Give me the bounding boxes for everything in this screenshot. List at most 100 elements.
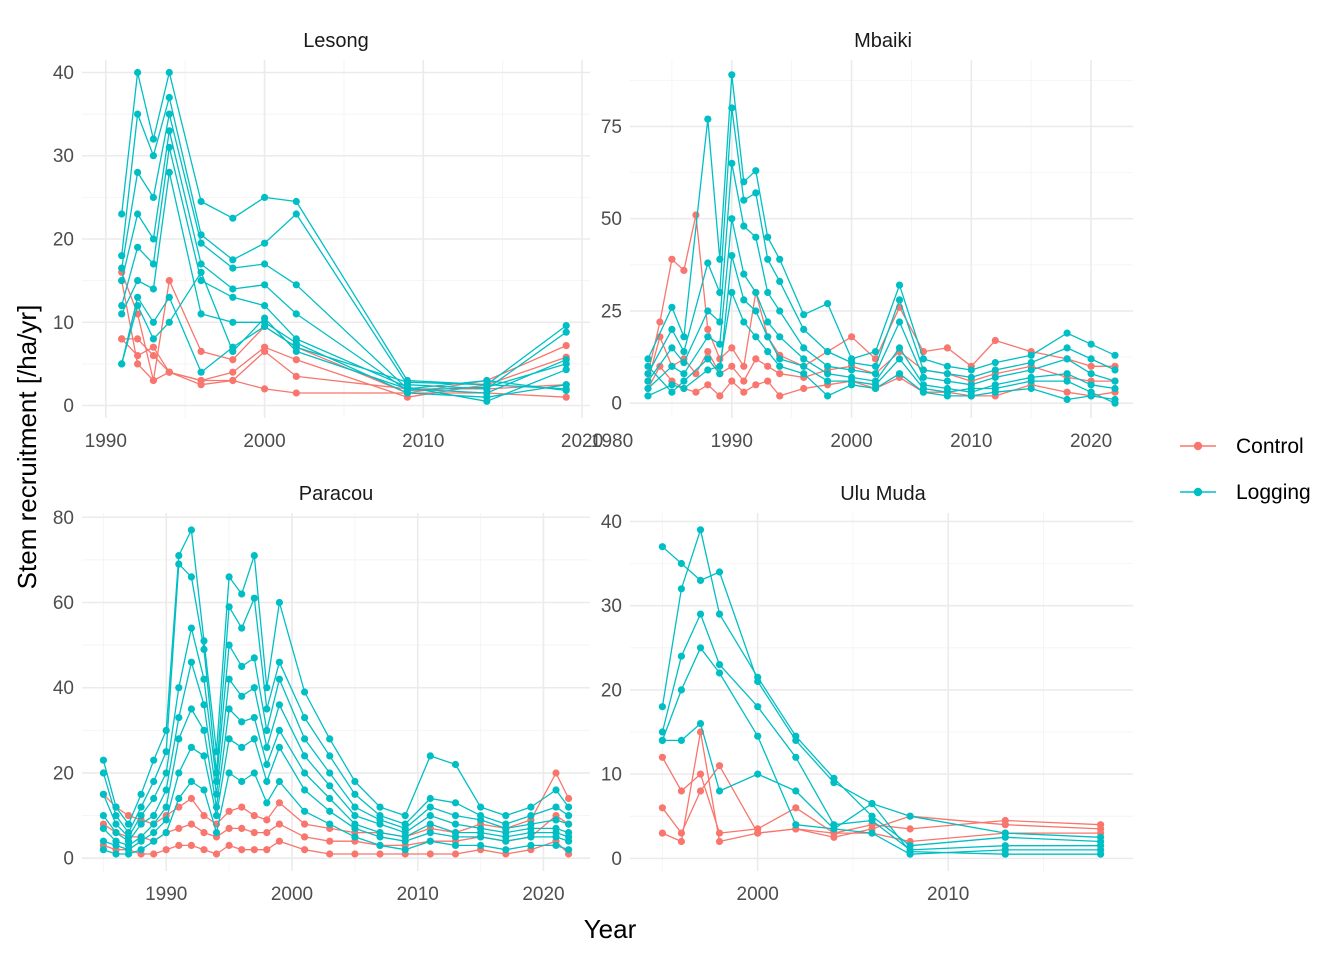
data-point xyxy=(565,837,573,845)
data-point xyxy=(165,127,173,135)
data-point xyxy=(740,296,748,304)
data-point xyxy=(165,293,173,301)
series-line xyxy=(103,840,570,855)
data-point xyxy=(351,850,359,858)
data-point xyxy=(197,197,205,206)
data-point xyxy=(149,376,157,385)
data-point xyxy=(292,347,300,355)
data-point xyxy=(149,235,157,243)
data-point xyxy=(275,820,283,828)
x-tick-label: 2000 xyxy=(243,431,285,452)
gridlines-mbaiki xyxy=(630,60,1133,418)
data-point xyxy=(658,804,667,812)
data-point xyxy=(99,837,107,845)
data-point xyxy=(225,769,233,777)
y-tick-label: 30 xyxy=(53,146,74,167)
data-point xyxy=(895,344,904,352)
data-point xyxy=(562,360,570,368)
data-point xyxy=(229,318,237,326)
data-point xyxy=(134,360,142,368)
data-point xyxy=(991,373,999,381)
data-point xyxy=(668,388,676,396)
data-point xyxy=(824,370,832,378)
data-point xyxy=(451,799,460,807)
data-point xyxy=(848,333,856,341)
data-point xyxy=(451,812,460,820)
legend-item-control: Control xyxy=(1180,435,1304,458)
data-point xyxy=(868,829,876,837)
data-point xyxy=(150,756,158,764)
data-point xyxy=(919,355,928,363)
data-point xyxy=(134,110,142,118)
data-point xyxy=(134,210,142,218)
data-point xyxy=(764,318,772,326)
x-tick-label: 1990 xyxy=(85,431,127,452)
data-point xyxy=(150,777,158,786)
data-point xyxy=(165,143,173,151)
data-point xyxy=(715,610,724,618)
data-point xyxy=(118,335,126,343)
data-point xyxy=(906,812,914,820)
data-point xyxy=(200,812,208,820)
data-point xyxy=(229,285,237,293)
data-point xyxy=(754,732,762,740)
data-point xyxy=(175,794,183,803)
data-point xyxy=(740,388,748,396)
data-point xyxy=(197,376,205,385)
data-point xyxy=(261,193,269,201)
data-point xyxy=(716,370,724,378)
data-point xyxy=(792,787,800,795)
data-point xyxy=(1001,821,1009,829)
data-point xyxy=(326,769,334,777)
panel-paracou: Paracou 1990 2000 2010 2020 0 20 40 60 80 xyxy=(53,483,590,905)
data-point xyxy=(704,348,712,356)
data-point xyxy=(225,705,233,713)
data-point xyxy=(187,658,195,666)
data-point xyxy=(754,673,762,681)
data-point xyxy=(175,552,183,560)
data-point xyxy=(187,794,195,803)
gridlines-ulu-muda xyxy=(630,513,1133,871)
data-point xyxy=(451,833,460,841)
data-point xyxy=(527,841,535,850)
y-axis-title: Stem recruitment [/ha/yr] xyxy=(12,305,42,590)
data-point xyxy=(250,735,258,743)
data-point xyxy=(200,829,208,837)
data-point xyxy=(263,799,271,807)
data-point xyxy=(562,328,570,336)
data-point xyxy=(137,812,145,820)
data-point xyxy=(124,820,133,828)
data-point xyxy=(134,277,142,285)
data-point xyxy=(149,135,157,143)
legend-label-control: Control xyxy=(1236,435,1304,458)
data-point xyxy=(376,833,384,841)
data-point xyxy=(740,362,748,370)
data-point xyxy=(644,370,652,378)
data-point xyxy=(764,288,772,297)
data-point xyxy=(752,288,760,297)
data-point xyxy=(238,718,246,726)
data-point xyxy=(250,812,258,820)
data-point xyxy=(776,362,784,370)
data-point xyxy=(263,846,271,854)
data-point xyxy=(150,837,158,845)
data-point xyxy=(263,743,271,752)
data-point xyxy=(677,736,686,745)
data-point xyxy=(403,378,411,386)
data-point xyxy=(426,803,434,811)
data-point xyxy=(677,559,686,568)
data-point xyxy=(118,310,126,318)
series-logging-3 xyxy=(644,159,1119,389)
data-point xyxy=(680,384,688,393)
data-point xyxy=(1111,351,1119,359)
data-point xyxy=(187,743,195,752)
data-point xyxy=(715,568,724,576)
data-point xyxy=(680,359,688,367)
series-logging-7 xyxy=(99,769,573,858)
data-point xyxy=(715,762,724,770)
data-point xyxy=(225,603,233,611)
data-point xyxy=(704,355,712,363)
data-point xyxy=(658,753,667,761)
data-point xyxy=(426,812,434,820)
data-point xyxy=(848,359,856,367)
